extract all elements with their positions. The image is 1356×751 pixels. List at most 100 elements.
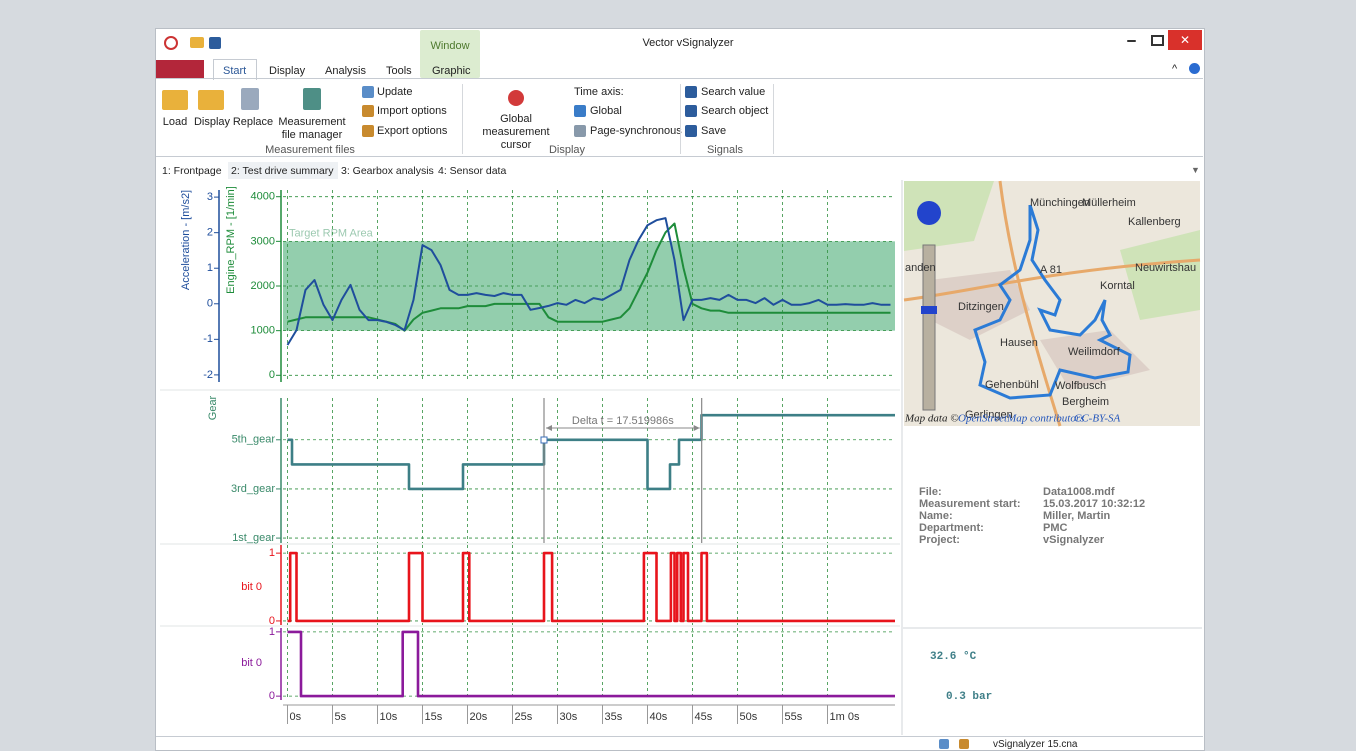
y-tick-label: 0 <box>269 369 275 381</box>
ribbon-small-button[interactable]: Page-synchronous <box>590 125 682 138</box>
small-icon <box>574 125 586 137</box>
window-title: Vector vSignalyzer <box>588 37 788 50</box>
context-group: Window <box>420 40 480 53</box>
y-tick-label: 1 <box>269 626 275 638</box>
ribbon-tab[interactable]: Graphic <box>432 65 471 78</box>
info-value: vSignalyzer <box>1043 534 1105 546</box>
y-axis-label: bit 0 <box>241 657 262 669</box>
y2-tick-label: 0 <box>207 298 213 310</box>
x-tick-label: 0s <box>290 711 302 723</box>
status-line <box>156 736 1203 737</box>
y2-tick-label: 1 <box>207 262 213 274</box>
small-icon <box>574 105 586 117</box>
ribbon-tab[interactable]: Display <box>269 65 305 78</box>
x-tick-label: 55s <box>785 711 803 723</box>
small-icon <box>685 105 697 117</box>
ribbon-tab[interactable]: Start <box>223 65 246 78</box>
map-label: Neuwirtshau <box>1135 262 1196 274</box>
y-tick-label: 1st_gear <box>232 532 275 544</box>
ribbon-small-button[interactable]: Global <box>590 105 622 118</box>
cursor-handle <box>541 437 547 443</box>
small-icon <box>362 125 374 137</box>
y-tick-label: 2000 <box>251 280 275 292</box>
ribbon-button[interactable]: Load <box>158 116 192 129</box>
ribbon-small-button[interactable]: Search object <box>701 105 768 118</box>
collapse-ribbon[interactable]: ^ <box>1172 63 1177 76</box>
ribbon-button[interactable]: Display <box>192 116 232 129</box>
button-icon <box>303 88 321 110</box>
y2-tick-label: -2 <box>203 369 213 381</box>
button-icon <box>198 90 224 110</box>
help[interactable] <box>1189 63 1200 74</box>
separator <box>680 84 681 154</box>
map-label: Hausen <box>1000 337 1038 349</box>
ribbon-tab[interactable]: Analysis <box>325 65 366 78</box>
info-label: Department: <box>919 522 984 534</box>
info-value: Data1008.mdf <box>1043 486 1115 498</box>
digital-display: 0.3 bar <box>946 691 992 703</box>
info-label: Name: <box>919 510 953 522</box>
page-tab[interactable]: 2: Test drive summary <box>231 165 334 178</box>
small-icon <box>685 125 697 137</box>
save-icon[interactable] <box>209 37 221 49</box>
status-icon <box>959 739 969 749</box>
delta-label: Delta t = 17.519986s <box>572 415 674 427</box>
page-tab[interactable]: 3: Gearbox analysis <box>341 165 434 178</box>
x-tick-label: 1m 0s <box>830 711 860 723</box>
ribbon-small-button[interactable]: Update <box>377 86 412 99</box>
page: {"window":{"title":"Vector vSignalyzer",… <box>0 0 1356 751</box>
button-icon <box>241 88 259 110</box>
page-tab[interactable]: 4: Sensor data <box>438 165 506 178</box>
ribbon-button[interactable]: Replace <box>232 116 274 129</box>
x-tick-label: 25s <box>515 711 533 723</box>
y2-tick-label: 3 <box>207 191 213 203</box>
map-nav <box>917 201 941 225</box>
x-tick-label: 20s <box>470 711 488 723</box>
x-tick-label: 40s <box>650 711 668 723</box>
button-icon <box>508 90 524 106</box>
info-value: 15.03.2017 10:32:12 <box>1043 498 1145 510</box>
y-tick-label: 3rd_gear <box>231 483 275 495</box>
ribbon-line <box>156 78 1203 79</box>
band-label: Target RPM Area <box>289 227 374 239</box>
minimize[interactable] <box>1127 40 1136 42</box>
info-label: Project: <box>919 534 960 546</box>
open-icon[interactable] <box>190 37 204 48</box>
ribbon-small-button[interactable]: Search value <box>701 86 765 99</box>
x-tick-label: 50s <box>740 711 758 723</box>
tab-dropdown[interactable]: ▼ <box>1191 164 1200 177</box>
close[interactable]: ✕ <box>1168 30 1202 50</box>
ribbon-small-button[interactable]: Export options <box>377 125 447 138</box>
x-tick-label: 5s <box>335 711 347 723</box>
ribbon-small-button[interactable]: Save <box>701 125 726 138</box>
separator <box>773 84 774 154</box>
map-label: Ditzingen <box>958 301 1004 313</box>
separator <box>462 84 463 154</box>
y-tick-label: 5th_gear <box>232 434 276 446</box>
y-tick-label: 1000 <box>251 325 275 337</box>
map-label: anden <box>905 262 936 274</box>
map-label: Münchingen <box>1030 197 1090 209</box>
app-icon <box>164 36 178 50</box>
map-label: Korntal <box>1100 280 1135 292</box>
map-label: Gehenbühl <box>985 379 1039 391</box>
maximize[interactable] <box>1151 35 1164 46</box>
y-tick-label: 3000 <box>251 235 275 247</box>
ribbon-small-button[interactable]: Import options <box>377 105 447 118</box>
y-axis-label: Gear <box>207 395 219 420</box>
map-attribution: CC-BY-SA <box>1074 413 1121 425</box>
y2-tick-label: -1 <box>203 333 213 345</box>
map-attribution: OpenStreetMap contributors <box>958 413 1084 425</box>
y-axis-label: Engine_RPM - [1/min] <box>225 186 237 294</box>
file-tab[interactable] <box>156 60 204 78</box>
ribbon-label: Time axis: <box>574 86 624 99</box>
map-zoom-handle <box>921 306 937 314</box>
status-text: vSignalyzer 15.cna <box>993 738 1078 751</box>
page-tab[interactable]: 1: Frontpage <box>162 165 222 178</box>
ribbon-button[interactable]: Measurement file manager <box>274 116 350 142</box>
y2-tick-label: 2 <box>207 227 213 239</box>
ribbon-tab[interactable]: Tools <box>386 65 412 78</box>
map-label: Bergheim <box>1062 396 1109 408</box>
status-icon <box>939 739 949 749</box>
x-tick-label: 10s <box>380 711 398 723</box>
